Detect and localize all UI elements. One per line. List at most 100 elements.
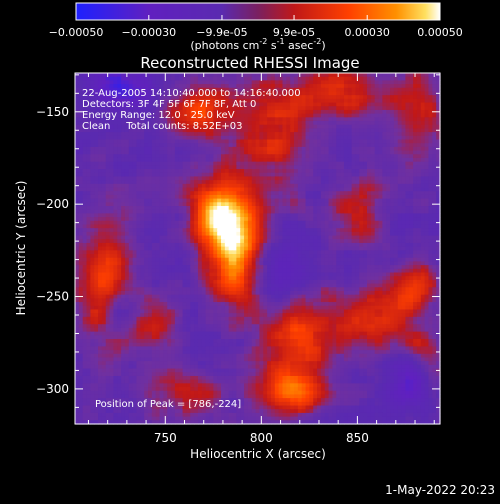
heatmap-cell [332, 176, 336, 180]
heatmap-cell [279, 191, 283, 195]
heatmap-cell [179, 243, 183, 247]
heatmap-cell [363, 121, 367, 125]
heatmap-cell [336, 77, 340, 81]
heatmap-cell [233, 165, 237, 169]
heatmap-cell [398, 250, 402, 254]
heatmap-cell [202, 80, 206, 84]
heatmap-cell [194, 132, 198, 136]
heatmap-cell [355, 228, 359, 232]
heatmap-cell [213, 143, 217, 147]
heatmap-cell [302, 151, 306, 155]
heatmap-cell [282, 136, 286, 140]
heatmap-cell [240, 210, 244, 214]
heatmap-cell [432, 125, 436, 129]
heatmap-cell [110, 158, 114, 162]
heatmap-cell [279, 173, 283, 177]
heatmap-cell [340, 99, 344, 103]
heatmap-cell [336, 80, 340, 84]
heatmap-cell [302, 110, 306, 114]
heatmap-cell [225, 254, 229, 258]
heatmap-cell [309, 254, 313, 258]
heatmap-cell [313, 188, 317, 192]
heatmap-cell [229, 143, 233, 147]
heatmap-cell [359, 80, 363, 84]
heatmap-cell [367, 99, 371, 103]
heatmap-cell [313, 91, 317, 95]
heatmap-cell [332, 91, 336, 95]
heatmap-cell [209, 143, 213, 147]
heatmap-cell [321, 213, 325, 217]
heatmap-cell [282, 99, 286, 103]
heatmap-cell [113, 143, 117, 147]
heatmap-cell [271, 221, 275, 225]
heatmap-cell [413, 254, 417, 258]
heatmap-cell [321, 176, 325, 180]
heatmap-cell [340, 180, 344, 184]
heatmap-cell [309, 80, 313, 84]
heatmap-cell [359, 103, 363, 107]
heatmap-cell [279, 224, 283, 228]
heatmap-cell [75, 217, 79, 221]
heatmap-cell [413, 236, 417, 240]
heatmap-cell [202, 176, 206, 180]
heatmap-cell [290, 258, 294, 262]
heatmap-cell [375, 91, 379, 95]
heatmap-cell [125, 132, 129, 136]
heatmap-cell [363, 254, 367, 258]
heatmap-cell [382, 254, 386, 258]
heatmap-cell [160, 191, 164, 195]
heatmap-cell [371, 162, 375, 166]
heatmap-cell [221, 265, 225, 269]
heatmap-cell [263, 173, 267, 177]
heatmap-cell [183, 151, 187, 155]
heatmap-cell [94, 243, 98, 247]
heatmap-cell [275, 250, 279, 254]
heatmap-cell [398, 184, 402, 188]
heatmap-cell [198, 224, 202, 228]
heatmap-cell [121, 228, 125, 232]
heatmap-cell [256, 210, 260, 214]
heatmap-cell [413, 132, 417, 136]
heatmap-cell [309, 217, 313, 221]
heatmap-cell [156, 154, 160, 158]
heatmap-cell [425, 169, 429, 173]
heatmap-cell [306, 188, 310, 192]
heatmap-cell [421, 132, 425, 136]
heatmap-cell [267, 106, 271, 110]
heatmap-cell [428, 106, 432, 110]
heatmap-cell [402, 80, 406, 84]
heatmap-cell [129, 169, 133, 173]
heatmap-cell [325, 106, 329, 110]
heatmap-cell [432, 77, 436, 81]
heatmap-cell [117, 147, 121, 151]
heatmap-cell [332, 210, 336, 214]
heatmap-cell [271, 132, 275, 136]
heatmap-cell [309, 228, 313, 232]
heatmap-cell [263, 154, 267, 158]
heatmap-cell [402, 110, 406, 114]
heatmap-cell [213, 261, 217, 265]
heatmap-cell [113, 147, 117, 151]
heatmap-cell [432, 136, 436, 140]
heatmap-cell [298, 99, 302, 103]
heatmap-cell [344, 117, 348, 121]
heatmap-cell [371, 176, 375, 180]
heatmap-cell [206, 195, 210, 199]
heatmap-cell [394, 77, 398, 81]
heatmap-cell [317, 88, 321, 92]
heatmap-cell [83, 254, 87, 258]
heatmap-cell [183, 228, 187, 232]
heatmap-cell [113, 132, 117, 136]
heatmap-cell [75, 103, 79, 107]
heatmap-cell [428, 195, 432, 199]
heatmap-cell [421, 125, 425, 129]
heatmap-cell [267, 110, 271, 114]
heatmap-cell [309, 125, 313, 129]
heatmap-cell [133, 213, 137, 217]
heatmap-cell [425, 147, 429, 151]
heatmap-cell [171, 173, 175, 177]
heatmap-cell [329, 199, 333, 203]
heatmap-cell [236, 202, 240, 206]
heatmap-cell [129, 228, 133, 232]
heatmap-cell [244, 221, 248, 225]
